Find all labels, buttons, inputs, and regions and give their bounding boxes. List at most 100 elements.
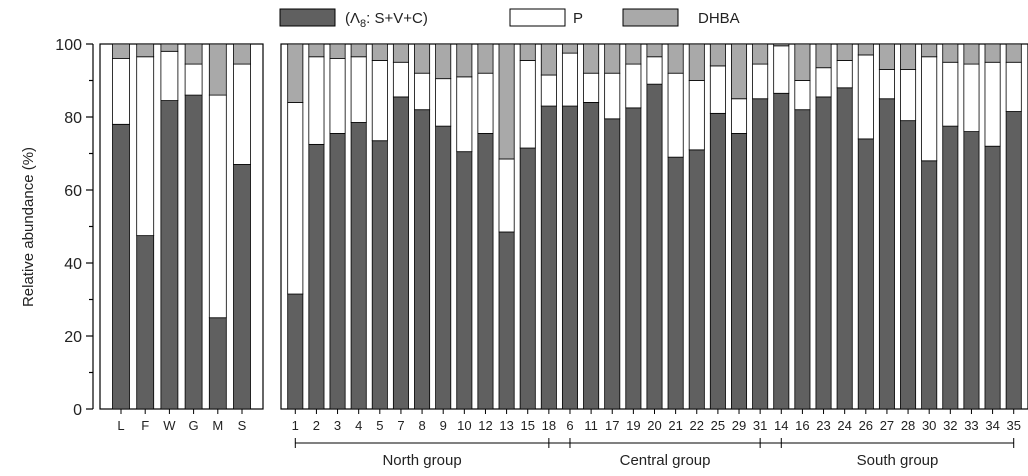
bar-segment-p bbox=[857, 54, 874, 140]
bar-segment-p bbox=[184, 63, 203, 96]
bar-segment-svc bbox=[371, 140, 388, 410]
bar-segment-dhba bbox=[519, 43, 536, 61]
x-tick-label: 27 bbox=[880, 418, 894, 433]
bar-segment-p bbox=[477, 72, 494, 134]
x-tick-label: 28 bbox=[901, 418, 915, 433]
bar-segment-p bbox=[815, 67, 832, 98]
group-brackets: North group Central group South group bbox=[294, 438, 1015, 469]
bar-segment-p bbox=[625, 63, 642, 109]
bar-segment-p bbox=[519, 60, 536, 149]
x-tick-label: 14 bbox=[774, 418, 788, 433]
x-tick-label: 20 bbox=[647, 418, 661, 433]
x-tick-label: 34 bbox=[985, 418, 999, 433]
bar-segment-dhba bbox=[233, 43, 251, 65]
bar-segment-p bbox=[208, 94, 227, 319]
bar-segment-svc bbox=[857, 138, 874, 410]
bar-segment-svc bbox=[184, 94, 203, 410]
group-label: South group bbox=[857, 452, 939, 469]
x-tick-label: 7 bbox=[397, 418, 404, 433]
bar-segment-dhba bbox=[836, 43, 853, 61]
x-tick-label: 8 bbox=[418, 418, 425, 433]
y-tick-label: 40 bbox=[64, 256, 82, 273]
bar-segment-svc bbox=[540, 105, 557, 410]
bar-segment-p bbox=[731, 98, 748, 134]
bar-segment-svc bbox=[456, 151, 473, 410]
bar-segment-p bbox=[752, 63, 769, 100]
bar-segment-p bbox=[921, 56, 938, 162]
bar-segment-dhba bbox=[604, 43, 621, 74]
x-tick-label: 33 bbox=[964, 418, 978, 433]
bar-segment-dhba bbox=[921, 43, 938, 58]
bar-segment-dhba bbox=[287, 43, 304, 103]
x-tick-label: 4 bbox=[355, 418, 362, 433]
y-tick-label: 80 bbox=[64, 110, 82, 127]
bar-segment-p bbox=[233, 63, 251, 165]
bar-segment-dhba bbox=[646, 43, 663, 58]
bar-segment-svc bbox=[519, 147, 536, 410]
legend-label-svc: (Λ8: S+V+C) bbox=[345, 10, 428, 30]
y-tick-label: 0 bbox=[73, 402, 82, 419]
bar-segment-svc bbox=[308, 143, 325, 410]
bar-segment-p bbox=[984, 61, 1001, 147]
bar-segment-svc bbox=[709, 112, 726, 410]
bar-segment-svc bbox=[136, 235, 155, 410]
group-label: Central group bbox=[620, 452, 711, 469]
x-tick-label: 31 bbox=[753, 418, 767, 433]
x-tick-label: 22 bbox=[690, 418, 704, 433]
bar-segment-svc bbox=[900, 120, 917, 410]
y-tick-label: 20 bbox=[64, 329, 82, 346]
x-tick-label: G bbox=[189, 418, 199, 433]
bar-segment-dhba bbox=[308, 43, 325, 58]
bar-segment-svc bbox=[233, 164, 251, 410]
bar-segment-dhba bbox=[160, 43, 179, 52]
bar-segment-dhba bbox=[540, 43, 557, 76]
bar-segment-svc bbox=[392, 96, 409, 410]
bar-segment-dhba bbox=[688, 43, 705, 81]
x-tick-label: M bbox=[212, 418, 223, 433]
group-label: North group bbox=[382, 452, 461, 469]
bar-segment-dhba bbox=[435, 43, 452, 80]
bar-segment-svc bbox=[921, 160, 938, 410]
bar-segment-svc bbox=[435, 125, 452, 410]
bar-segment-svc bbox=[646, 83, 663, 410]
x-tick-label: 24 bbox=[837, 418, 851, 433]
bar-segment-dhba bbox=[329, 43, 346, 60]
bar-segment-svc bbox=[160, 100, 179, 410]
bar-segment-p bbox=[794, 80, 811, 111]
bar-segment-dhba bbox=[392, 43, 409, 63]
bar-segment-p bbox=[836, 60, 853, 89]
bar-segment-p bbox=[963, 63, 980, 132]
bar-segment-dhba bbox=[731, 43, 748, 100]
x-tick-label: L bbox=[117, 418, 124, 433]
bar-segment-p bbox=[878, 69, 895, 100]
bar-segment-dhba bbox=[371, 43, 388, 61]
x-tick-label: F bbox=[141, 418, 149, 433]
legend-swatch-dhba bbox=[622, 8, 679, 27]
x-tick-label: 13 bbox=[499, 418, 513, 433]
bar-segment-dhba bbox=[414, 43, 431, 74]
bar-segment-dhba bbox=[857, 43, 874, 56]
bar-segment-p bbox=[136, 56, 155, 237]
y-tick-label: 60 bbox=[64, 183, 82, 200]
x-tick-label: 19 bbox=[626, 418, 640, 433]
bar-segment-p bbox=[414, 72, 431, 111]
bar-segment-svc bbox=[667, 156, 684, 410]
bar-segment-svc bbox=[1005, 111, 1022, 410]
bar-segment-p bbox=[112, 58, 130, 125]
x-tick-label: 9 bbox=[440, 418, 447, 433]
x-tick-label: 30 bbox=[922, 418, 936, 433]
x-tick-label: 15 bbox=[520, 418, 534, 433]
bar-segment-p bbox=[498, 158, 515, 233]
bar-segment-dhba bbox=[208, 43, 227, 96]
bar-segment-dhba bbox=[963, 43, 980, 65]
bar-segment-svc bbox=[112, 123, 130, 410]
bar-segment-dhba bbox=[752, 43, 769, 65]
bar-segment-p bbox=[308, 56, 325, 145]
bar-segment-svc bbox=[477, 133, 494, 410]
bar-segment-svc bbox=[287, 293, 304, 410]
bar-segment-p bbox=[329, 58, 346, 134]
legend-label-svc-sub: 8 bbox=[360, 18, 366, 30]
bar-segment-p bbox=[709, 65, 726, 114]
bar-segment-p bbox=[435, 78, 452, 127]
